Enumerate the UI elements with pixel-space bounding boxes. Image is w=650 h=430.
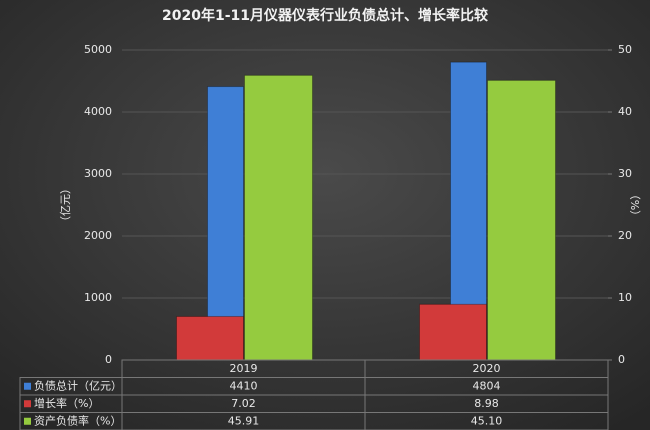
x-tick-label: 2020 — [473, 362, 501, 375]
y2-axis-label: （%） — [629, 189, 642, 221]
table-value: 4804 — [473, 379, 501, 392]
table-value: 8.98 — [474, 397, 499, 410]
y2-tick-label: 10 — [618, 291, 632, 304]
y2-tick-label: 0 — [618, 353, 625, 366]
chart-title: 2020年1-11月仪器仪表行业负债总计、增长率比较 — [162, 7, 488, 24]
bar — [176, 315, 244, 361]
y-axis-label: （亿元） — [59, 183, 72, 227]
legend-swatch — [24, 382, 31, 390]
bar — [244, 74, 313, 361]
x-tick-label: 2019 — [230, 362, 258, 375]
legend-swatch — [24, 417, 31, 425]
y-tick-label: 4000 — [84, 105, 112, 118]
y2-tick-label: 50 — [618, 43, 632, 56]
y2-tick-label: 20 — [618, 229, 632, 242]
legend-label: 增长率（%） — [34, 396, 99, 410]
y-tick-label: 5000 — [84, 43, 112, 56]
table-value: 45.10 — [471, 414, 503, 427]
table-cell — [364, 412, 609, 430]
y2-tick-label: 40 — [618, 105, 632, 118]
bar — [207, 86, 244, 361]
bar — [487, 79, 556, 361]
legend-label: 资产负债率（%） — [34, 413, 121, 427]
legend-label: 负债总计（亿元） — [34, 378, 122, 392]
legend-swatch — [24, 400, 31, 408]
y-tick-label: 3000 — [84, 167, 112, 180]
bar — [419, 303, 487, 361]
table-value: 7.02 — [231, 397, 256, 410]
table-value: 4410 — [230, 379, 258, 392]
y-tick-label: 1000 — [84, 291, 112, 304]
table-value: 45.91 — [228, 414, 260, 427]
y2-tick-label: 30 — [618, 167, 632, 180]
y-tick-label: 0 — [105, 353, 112, 366]
y-tick-label: 2000 — [84, 229, 112, 242]
